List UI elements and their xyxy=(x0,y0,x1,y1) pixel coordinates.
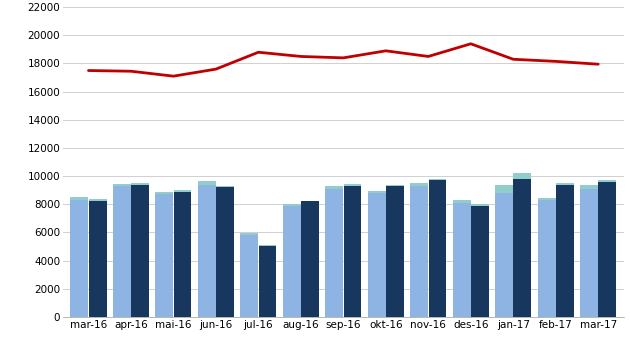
Bar xyxy=(368,191,386,193)
Bar xyxy=(131,183,149,185)
Bar xyxy=(495,185,513,193)
Bar xyxy=(240,235,258,317)
Bar xyxy=(513,172,531,179)
Bar xyxy=(471,206,489,317)
Bar xyxy=(343,186,362,317)
Bar xyxy=(556,183,574,185)
Bar xyxy=(240,233,258,235)
Bar xyxy=(537,198,556,200)
Bar xyxy=(453,203,471,317)
Bar xyxy=(156,194,173,317)
Bar xyxy=(174,190,192,192)
Bar xyxy=(301,201,319,317)
Bar xyxy=(283,203,301,206)
Bar xyxy=(386,185,404,186)
Bar xyxy=(368,193,386,317)
Bar xyxy=(598,182,616,317)
Bar xyxy=(410,183,428,186)
Bar xyxy=(89,201,106,317)
Bar xyxy=(113,186,131,317)
Bar xyxy=(258,245,277,247)
Bar xyxy=(453,200,471,203)
Bar xyxy=(174,192,192,317)
Bar xyxy=(198,185,215,317)
Bar xyxy=(198,181,215,185)
Bar xyxy=(216,186,234,187)
Bar xyxy=(71,200,88,317)
Bar xyxy=(537,200,556,317)
Bar xyxy=(428,180,447,317)
Bar xyxy=(216,187,234,317)
Bar xyxy=(325,186,343,189)
Bar xyxy=(283,206,301,317)
Bar xyxy=(325,189,343,317)
Bar xyxy=(513,179,531,317)
Bar xyxy=(495,193,513,317)
Bar xyxy=(89,199,106,201)
Bar xyxy=(343,184,362,186)
Bar xyxy=(580,185,598,189)
Bar xyxy=(556,185,574,317)
Bar xyxy=(386,186,404,317)
Bar xyxy=(131,185,149,317)
Bar xyxy=(598,180,616,182)
Bar xyxy=(580,189,598,317)
Bar xyxy=(113,184,131,186)
Bar xyxy=(471,204,489,206)
Bar xyxy=(428,179,447,180)
Bar xyxy=(258,247,277,317)
Bar xyxy=(156,192,173,194)
Bar xyxy=(410,186,428,317)
Bar xyxy=(71,197,88,200)
